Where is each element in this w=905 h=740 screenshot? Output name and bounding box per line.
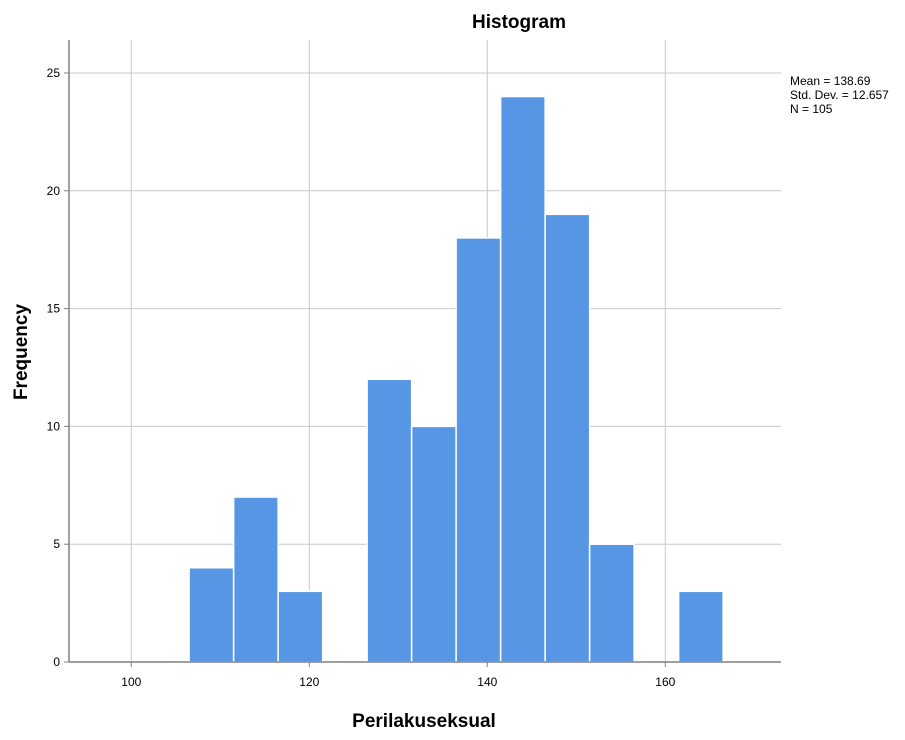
histogram-bar xyxy=(277,590,324,663)
y-tick-label: 25 xyxy=(47,66,61,80)
histogram-bar xyxy=(232,496,279,663)
y-tick-label: 5 xyxy=(53,537,60,551)
axes xyxy=(64,40,781,667)
x-axis-title: Perilakuseksual xyxy=(352,711,496,732)
y-axis-title: Frequency xyxy=(11,304,32,401)
chart-title: Histogram xyxy=(472,12,566,33)
stat-mean: Mean = 138.69 xyxy=(790,74,871,88)
histogram-bar xyxy=(455,237,502,663)
x-tick-label: 120 xyxy=(299,675,319,689)
histogram-bar xyxy=(544,213,591,663)
histogram-bar xyxy=(410,425,457,663)
y-tick-label: 20 xyxy=(47,184,61,198)
stats-box: Mean = 138.69 Std. Dev. = 12.657 N = 105 xyxy=(790,74,889,116)
histogram-bar xyxy=(588,543,635,663)
y-tick-label: 0 xyxy=(53,655,60,669)
x-tick-label: 140 xyxy=(477,675,497,689)
bars xyxy=(188,95,724,663)
x-tick-label: 100 xyxy=(121,675,141,689)
histogram-bar xyxy=(499,95,546,663)
stat-std-dev: Std. Dev. = 12.657 xyxy=(790,88,889,102)
x-tick-label: 160 xyxy=(655,675,675,689)
stat-n: N = 105 xyxy=(790,102,833,116)
histogram-bar xyxy=(366,378,413,663)
histogram-bar xyxy=(188,567,235,663)
y-tick-label: 10 xyxy=(47,419,61,433)
histogram-bar xyxy=(677,590,724,663)
y-tick-label: 15 xyxy=(47,302,61,316)
tick-labels: 100 120 140 160 0 5 10 15 20 25 xyxy=(47,66,676,689)
